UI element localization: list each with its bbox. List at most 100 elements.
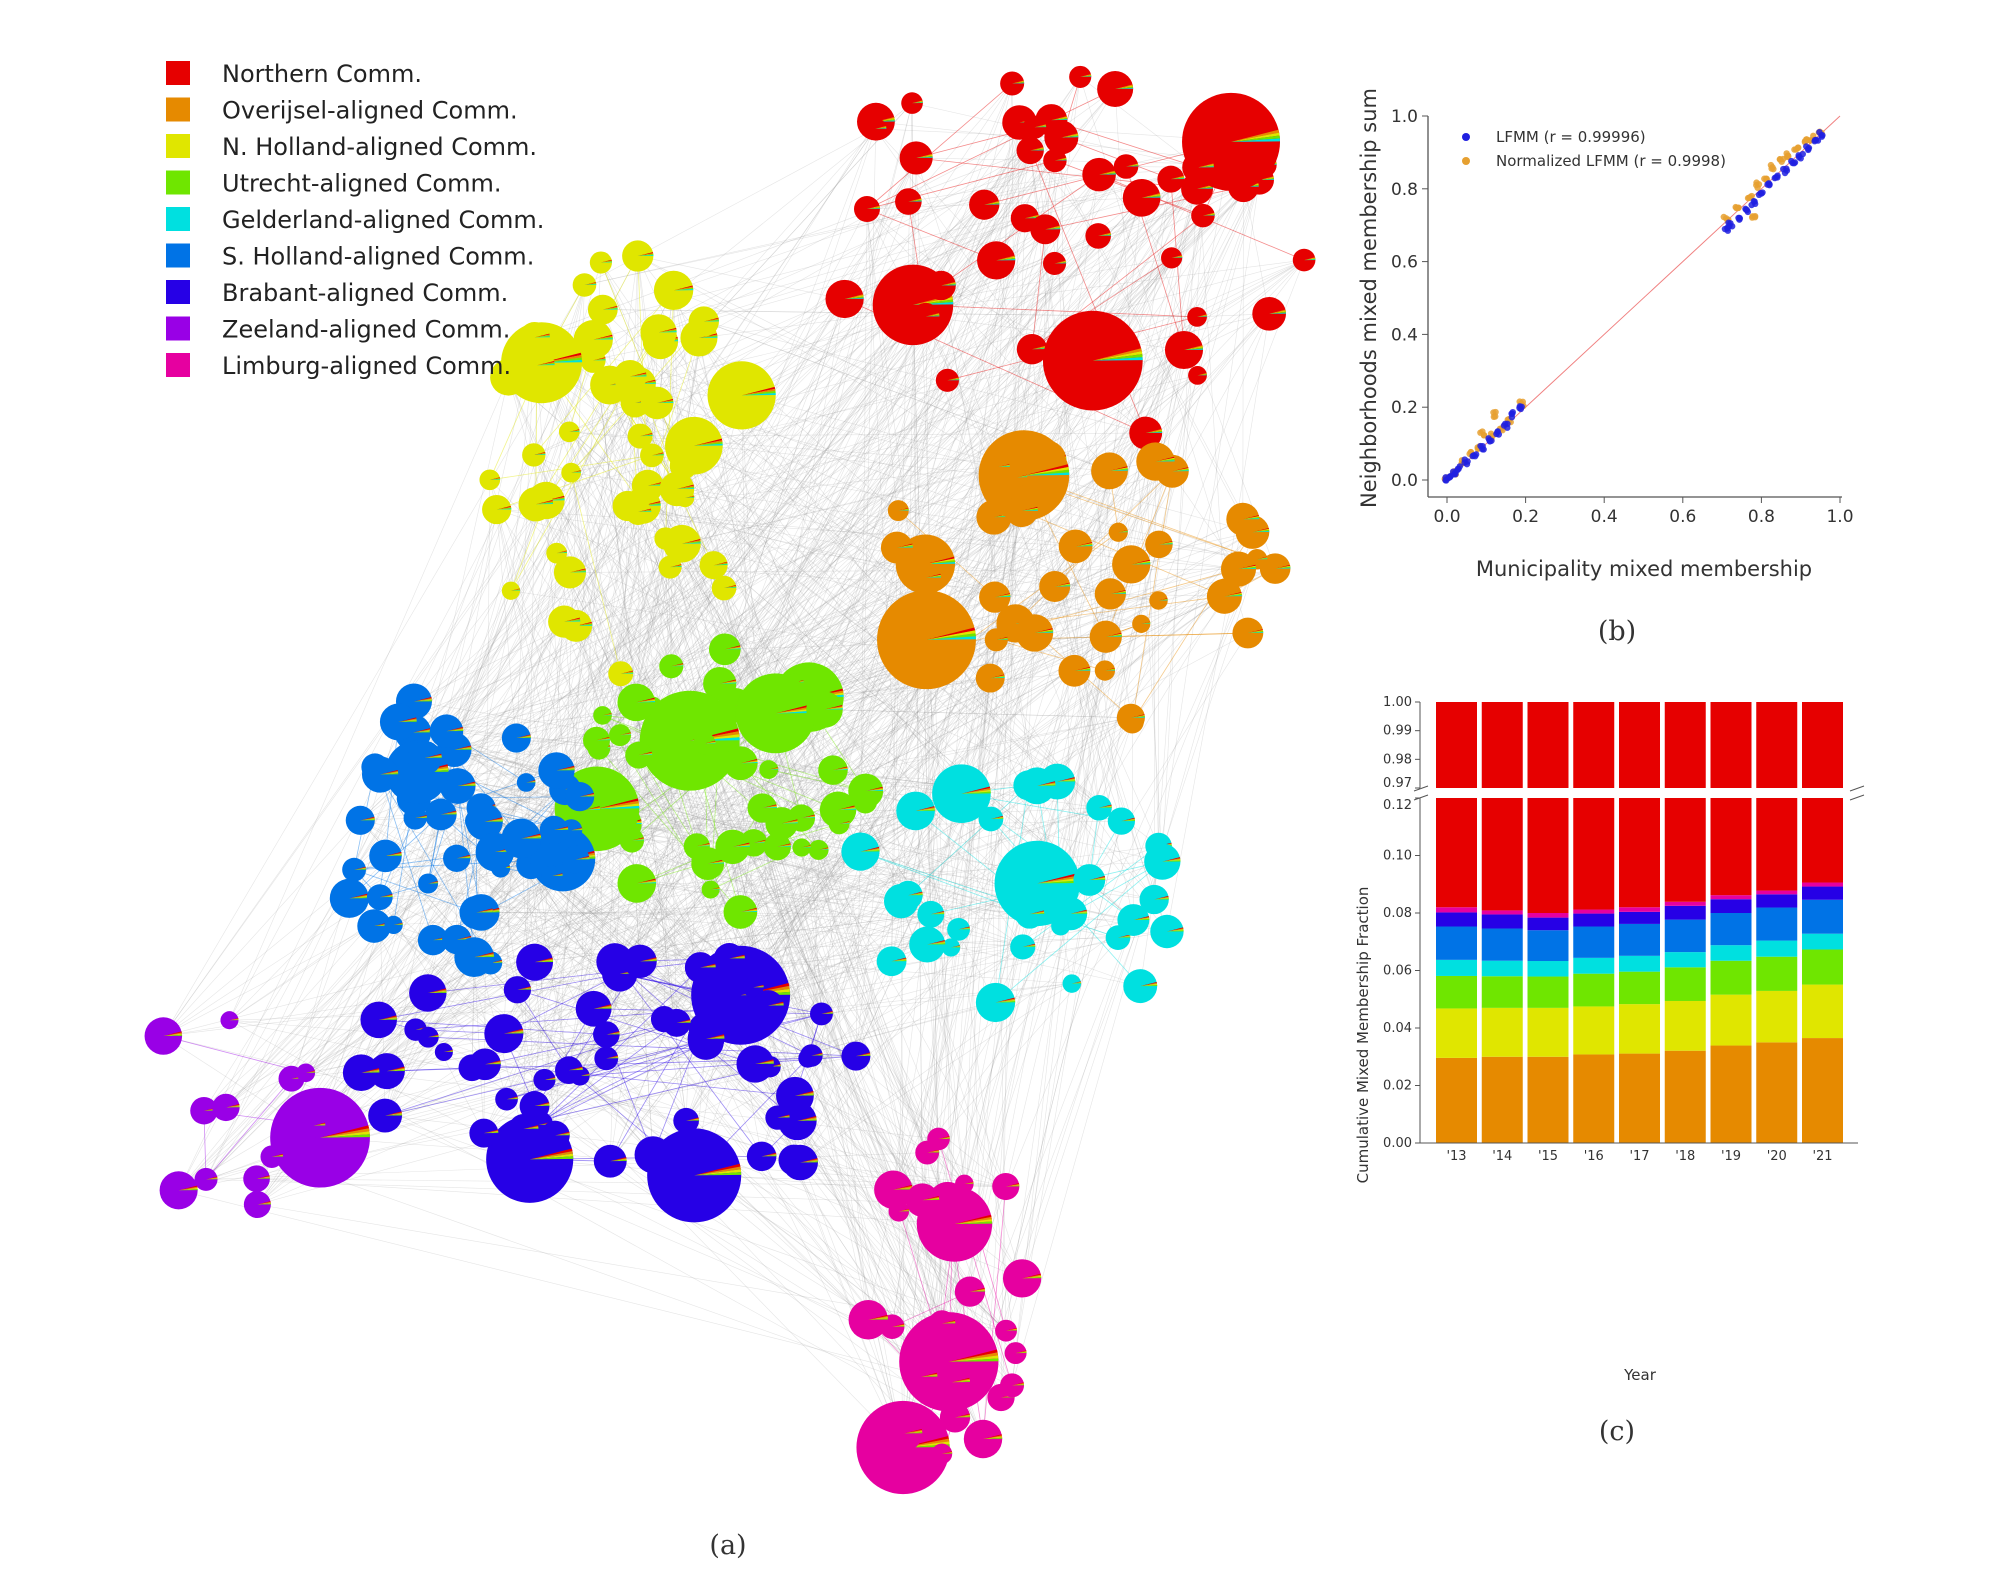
node-pie-slice: [1022, 1277, 1042, 1279]
network-edge: [990, 818, 996, 1003]
node-pie-slice: [964, 1181, 974, 1184]
network-node: [1022, 115, 1047, 139]
node-pie-slice: [1242, 516, 1260, 520]
node-pie-slice: [1141, 194, 1161, 198]
network-node: [342, 857, 366, 882]
network-edge: [446, 510, 899, 732]
node-pie-slice: [984, 202, 1000, 205]
node-pie-slice: [428, 1035, 439, 1038]
node-pie-slice: [534, 335, 550, 338]
network-edge: [703, 128, 876, 322]
network-edge: [412, 732, 931, 915]
node-pie-slice: [178, 1187, 198, 1191]
network-node: [1073, 864, 1106, 896]
network-edge: [496, 509, 1076, 547]
node-pie-slice: [693, 440, 723, 446]
network-edge: [1105, 632, 1248, 638]
node-pie-slice: [930, 911, 945, 915]
node-pie-slice: [163, 1031, 182, 1037]
bar-segment: [1802, 933, 1843, 950]
node-pie-slice: [1130, 714, 1145, 718]
node-pie-slice: [915, 806, 935, 811]
network-edge: [912, 257, 1172, 306]
network-node: [558, 421, 580, 443]
network-edge: [600, 262, 861, 852]
network-node: [519, 347, 555, 383]
node-pie-slice: [534, 336, 550, 338]
node-pie-slice: [865, 788, 884, 792]
node-pie-slice: [600, 260, 612, 263]
node-pie-slice: [596, 738, 610, 741]
node-pie-main: [708, 633, 741, 666]
network-edge: [938, 1138, 1013, 1386]
node-pie-main: [625, 498, 652, 526]
node-pie-main: [954, 1276, 986, 1307]
network-edge: [569, 304, 914, 573]
node-pie-slice: [412, 727, 431, 733]
network-node: [818, 755, 848, 785]
node-pie-slice: [593, 358, 606, 361]
network-edge: [490, 376, 631, 963]
node-pie-slice: [552, 875, 563, 876]
node-pie-slice: [875, 126, 887, 129]
node-pie-slice: [1104, 669, 1116, 671]
network-node: [407, 740, 442, 775]
node-pie-slice: [676, 485, 695, 489]
network-edge: [337, 435, 641, 1114]
node-pie-slice: [636, 701, 655, 703]
node-pie-slice: [575, 856, 590, 860]
node-pie-slice: [535, 500, 553, 505]
node-pie-slice: [676, 1019, 691, 1023]
node-pie-slice: [602, 714, 612, 716]
node-pie-slice: [533, 454, 546, 455]
network-edge: [393, 924, 904, 1448]
bar-segment: [1527, 1007, 1569, 1057]
node-pie-slice: [794, 1092, 814, 1096]
node-pie-slice: [990, 677, 1005, 679]
node-pie-slice: [510, 589, 521, 591]
bar-segment: [1802, 798, 1843, 883]
node-pie-slice: [584, 806, 600, 811]
node-pie-slice: [1242, 517, 1260, 520]
node-pie-slice: [638, 751, 652, 756]
network-edge: [564, 209, 867, 790]
network-edge: [768, 883, 1038, 1006]
network-edge: [510, 435, 641, 591]
network-node: [580, 347, 606, 373]
node-pie-slice: [1141, 621, 1151, 624]
node-pie-slice: [571, 470, 581, 473]
scatter-point: [1480, 431, 1488, 439]
network-edge: [915, 157, 960, 1375]
node-pie-slice: [454, 748, 472, 750]
network-node: [886, 1415, 923, 1452]
network-node: [434, 1042, 453, 1062]
network-edge: [592, 339, 677, 1023]
network-edge: [982, 1186, 1007, 1440]
network-edge: [379, 807, 482, 898]
node-pie-slice: [922, 1196, 940, 1201]
network-edge: [568, 431, 621, 974]
network-node: [361, 756, 399, 793]
node-pie-slice: [777, 844, 791, 847]
node-pie-slice: [927, 1151, 940, 1153]
node-pie-slice: [360, 817, 375, 821]
node-pie-slice: [271, 1155, 284, 1157]
node-pie-slice: [925, 575, 941, 578]
network-edge: [685, 913, 1071, 1121]
network-edge: [681, 197, 1142, 544]
bar-segment: [1756, 990, 1798, 1043]
network-edge: [225, 565, 714, 1108]
node-pie-slice: [1172, 469, 1189, 472]
node-pie-slice: [1099, 170, 1116, 175]
y-tick-label: 0.00: [1383, 1136, 1412, 1151]
y-tick-label: 0.4: [1391, 325, 1418, 345]
network-edge: [689, 740, 857, 1057]
node-pie-slice: [844, 295, 864, 299]
node-pie-slice: [1074, 666, 1091, 671]
node-pie-slice: [686, 1117, 699, 1121]
node-pie-slice: [1051, 116, 1068, 121]
node-pie-slice: [638, 510, 652, 512]
bar-segment: [1527, 961, 1569, 977]
legend-label: Utrecht-aligned Comm.: [222, 170, 502, 198]
network-edge: [384, 1022, 677, 1116]
